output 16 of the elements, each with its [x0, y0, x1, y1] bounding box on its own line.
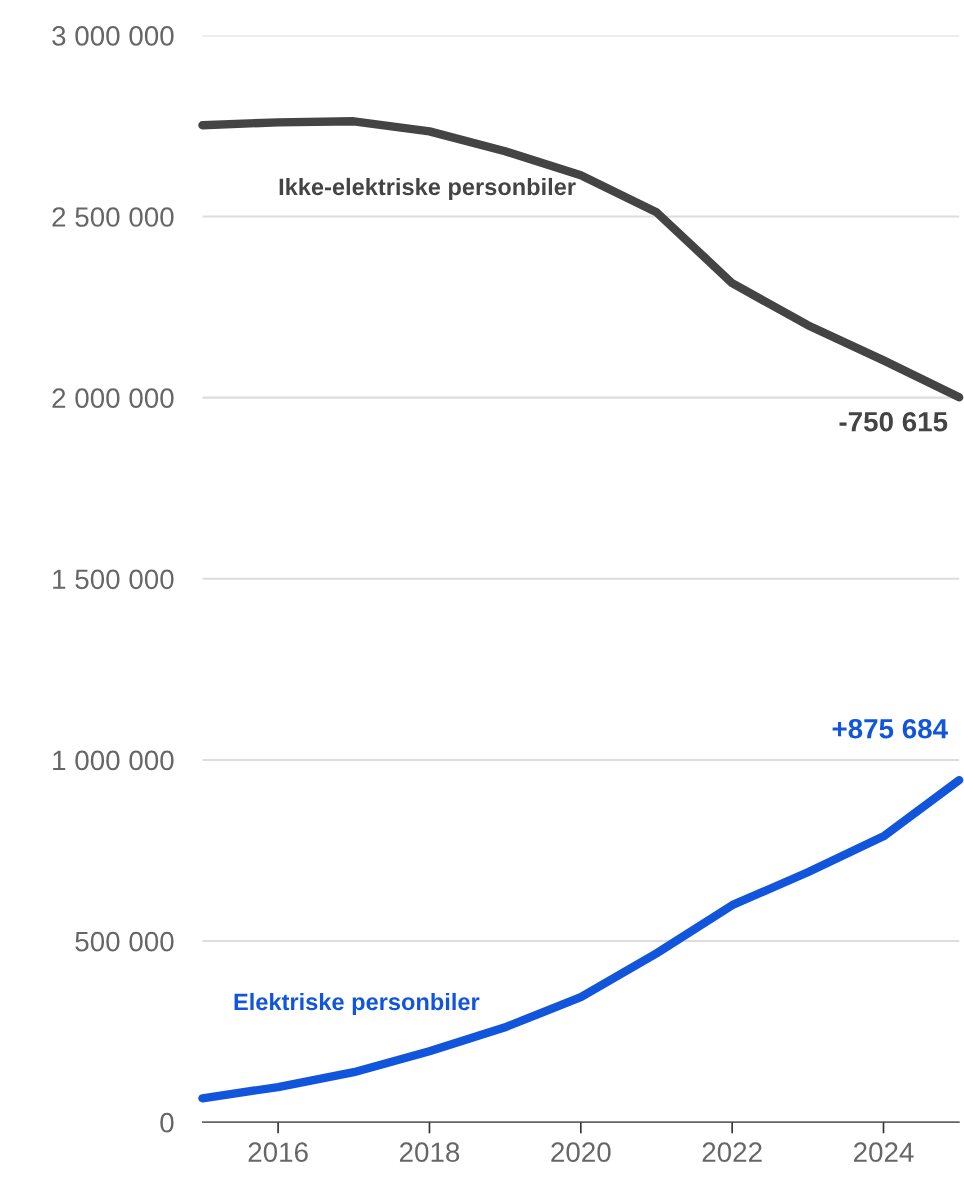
y-tick-label: 0	[160, 1112, 174, 1133]
series-label: Ikke-elektriske personbiler	[279, 177, 576, 200]
annotation: -750 615	[839, 411, 948, 432]
x-tick-label: 2018	[399, 1142, 460, 1163]
y-tick-label: 2 000 000	[52, 388, 174, 408]
series-label: Elektriske personbiler	[234, 992, 480, 1015]
x-tick-label: 2022	[702, 1142, 762, 1163]
y-tick-label: 2 500 000	[52, 207, 174, 227]
y-tick-label: 1 500 000	[53, 569, 174, 590]
x-tick-label: 2016	[248, 1142, 308, 1163]
y-tick-label: 500 000	[75, 931, 174, 952]
x-tick-label: 2024	[854, 1142, 914, 1163]
y-tick-label: 3 000 000	[52, 26, 174, 46]
x-tick-label: 2020	[551, 1142, 611, 1163]
annotation: +875 684	[832, 718, 948, 739]
y-tick-label: 1 000 000	[53, 750, 174, 771]
